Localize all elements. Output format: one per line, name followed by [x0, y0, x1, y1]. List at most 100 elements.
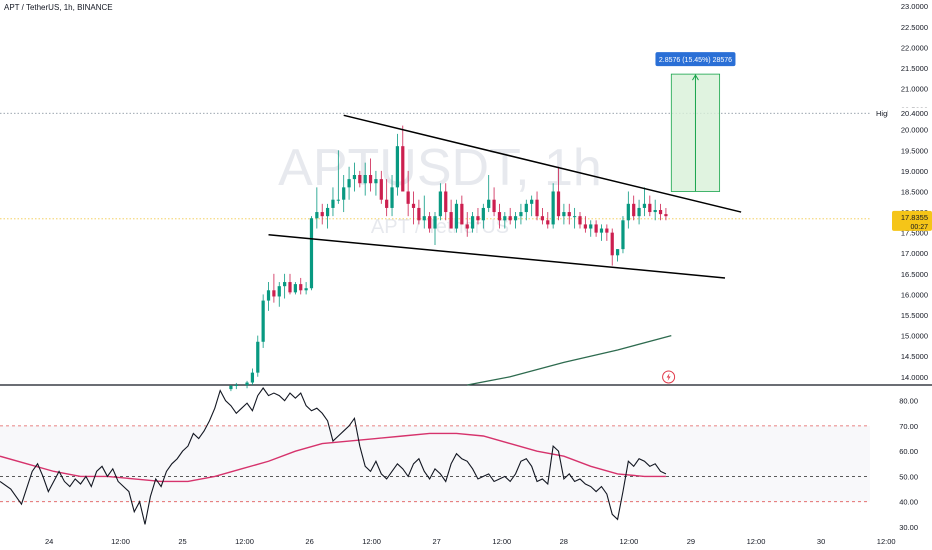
candle[interactable]: [460, 195, 464, 225]
price-axis[interactable]: 23.000022.500022.000021.500021.000020.50…: [876, 2, 932, 532]
candle[interactable]: [481, 203, 485, 229]
candle[interactable]: [428, 212, 432, 233]
candle[interactable]: [363, 162, 367, 196]
candle[interactable]: [304, 282, 308, 295]
candle[interactable]: [261, 294, 265, 348]
candle[interactable]: [487, 175, 491, 213]
candle[interactable]: [594, 220, 598, 237]
time-tick-label: 27: [433, 537, 441, 546]
candle[interactable]: [626, 191, 630, 229]
candle[interactable]: [642, 187, 647, 217]
candle[interactable]: [245, 380, 249, 389]
candle[interactable]: [513, 212, 518, 229]
candle[interactable]: [374, 170, 378, 196]
candle[interactable]: [411, 191, 416, 225]
candle[interactable]: [336, 150, 340, 204]
candle[interactable]: [476, 207, 480, 225]
rsi-pane[interactable]: [0, 387, 870, 525]
candle[interactable]: [535, 191, 539, 221]
candle[interactable]: [277, 282, 281, 307]
candle[interactable]: [562, 203, 566, 225]
candle[interactable]: [546, 212, 550, 229]
candle[interactable]: [637, 199, 641, 225]
candle-body: [320, 212, 324, 217]
candle[interactable]: [331, 187, 335, 217]
candle[interactable]: [454, 199, 459, 233]
candle[interactable]: [610, 228, 614, 266]
candle[interactable]: [390, 175, 394, 217]
candle[interactable]: [508, 207, 512, 225]
candle[interactable]: [589, 220, 593, 237]
candle[interactable]: [250, 368, 255, 385]
candle[interactable]: [653, 199, 657, 221]
candle[interactable]: [470, 212, 475, 233]
time-tick-label: 12:00: [492, 537, 511, 546]
candle[interactable]: [395, 133, 400, 196]
price-tick-label: 19.5000: [901, 146, 928, 155]
candle[interactable]: [288, 273, 292, 295]
candle[interactable]: [621, 216, 625, 254]
rsi-tick-label: 30.00: [899, 523, 918, 532]
candle[interactable]: [422, 195, 426, 229]
candle-body: [304, 288, 308, 291]
candle[interactable]: [315, 187, 319, 229]
candle[interactable]: [283, 273, 287, 299]
candle[interactable]: [540, 207, 545, 225]
price-tick-label: 14.0000: [901, 373, 928, 382]
candle[interactable]: [444, 183, 448, 221]
candle[interactable]: [632, 195, 636, 221]
price-pane[interactable]: 2.8576 (15.45%) 28576: [0, 52, 932, 392]
candle-body: [519, 212, 523, 217]
candle[interactable]: [293, 282, 297, 295]
candle[interactable]: [234, 382, 238, 390]
candle[interactable]: [664, 207, 668, 221]
candle[interactable]: [401, 125, 405, 192]
candle[interactable]: [352, 162, 357, 192]
candle[interactable]: [573, 207, 577, 229]
candle[interactable]: [567, 203, 571, 225]
candle[interactable]: [358, 170, 362, 188]
candle[interactable]: [530, 195, 534, 217]
candle[interactable]: [658, 203, 663, 221]
candle[interactable]: [368, 158, 373, 192]
candle[interactable]: [438, 183, 442, 221]
candle[interactable]: [320, 203, 324, 225]
candle[interactable]: [465, 212, 469, 237]
candle[interactable]: [229, 385, 233, 392]
candle[interactable]: [605, 224, 609, 241]
candle[interactable]: [347, 166, 351, 200]
candle-body: [315, 212, 319, 219]
candle[interactable]: [449, 199, 453, 229]
candle[interactable]: [379, 170, 383, 204]
candle[interactable]: [309, 216, 314, 291]
candle[interactable]: [299, 277, 303, 295]
candle[interactable]: [578, 212, 582, 229]
candle[interactable]: [342, 175, 346, 213]
candle[interactable]: [648, 195, 652, 217]
candle[interactable]: [272, 273, 276, 303]
candle[interactable]: [433, 212, 437, 245]
candle[interactable]: [325, 203, 330, 229]
candle-body: [272, 290, 276, 297]
candle[interactable]: [524, 199, 528, 221]
upper-trendline[interactable]: [343, 114, 742, 213]
candle[interactable]: [615, 249, 620, 262]
candle[interactable]: [492, 187, 496, 217]
high-value: 20.4000: [901, 109, 928, 118]
lower-trendline[interactable]: [268, 233, 726, 279]
candle[interactable]: [266, 282, 271, 311]
candle[interactable]: [551, 183, 555, 229]
candle[interactable]: [599, 224, 604, 241]
candle[interactable]: [406, 170, 410, 217]
price-tag[interactable]: [892, 210, 932, 231]
candle[interactable]: [417, 199, 421, 225]
candle[interactable]: [503, 212, 507, 229]
candle[interactable]: [256, 335, 260, 377]
candle[interactable]: [497, 203, 502, 229]
time-axis[interactable]: 24 12:00 25 12:00 26 12:00 27 12:00 28 12:00 29 12:…: [45, 537, 896, 546]
candle[interactable]: [583, 216, 587, 233]
candle[interactable]: [519, 203, 523, 225]
candle[interactable]: [556, 166, 561, 221]
candle[interactable]: [385, 179, 389, 217]
